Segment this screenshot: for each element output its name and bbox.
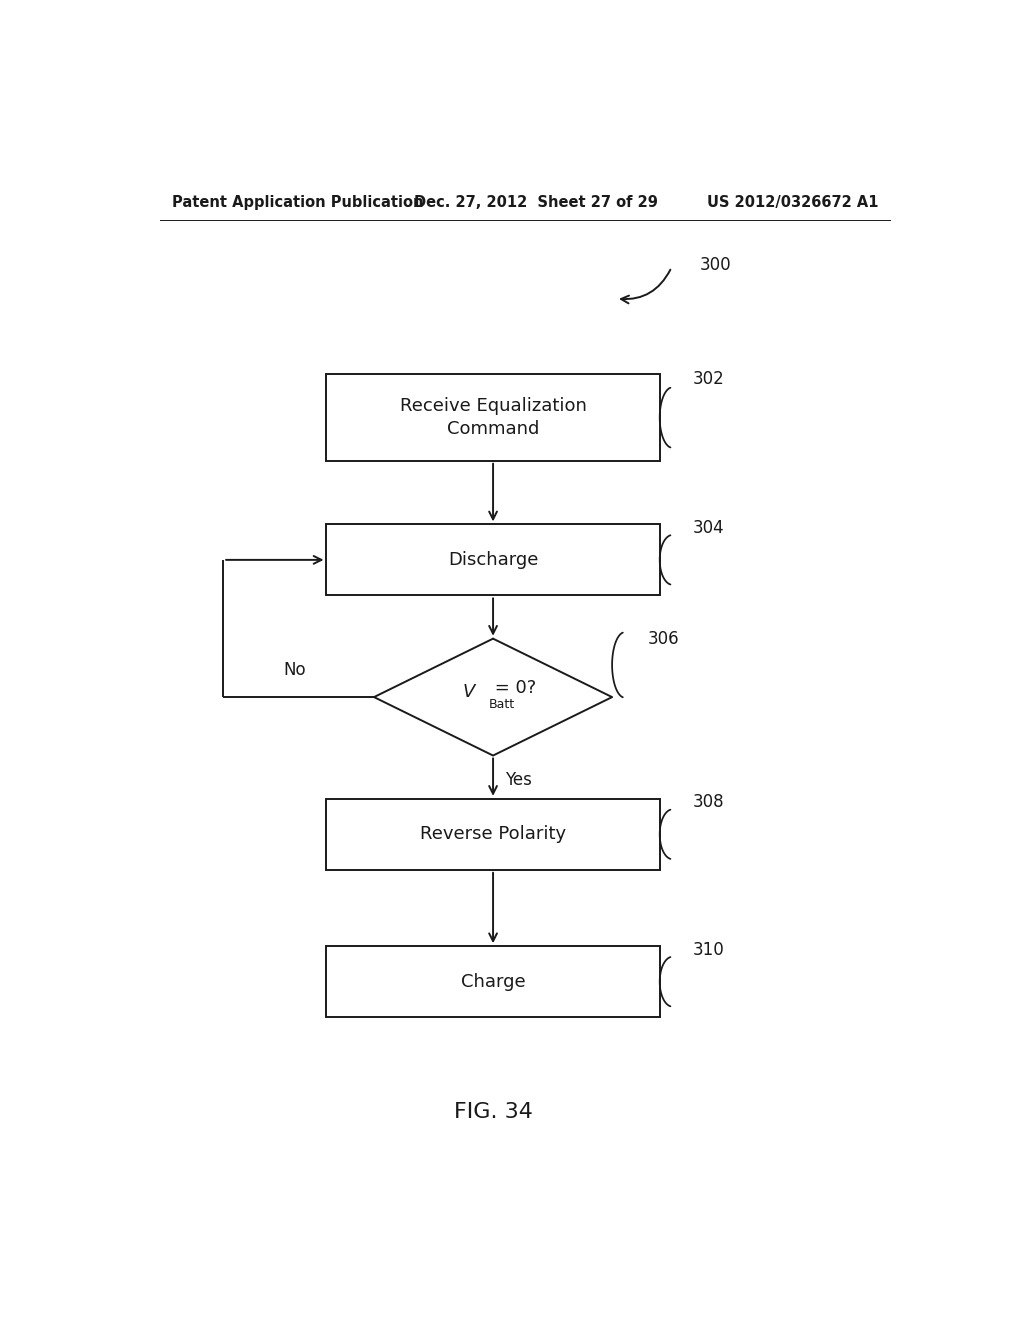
Text: FIG. 34: FIG. 34 bbox=[454, 1102, 532, 1122]
Text: 304: 304 bbox=[693, 519, 725, 537]
FancyArrowPatch shape bbox=[621, 269, 671, 304]
Text: Charge: Charge bbox=[461, 973, 525, 991]
Text: V: V bbox=[463, 682, 475, 701]
Bar bbox=[327, 946, 659, 1018]
Text: Batt: Batt bbox=[489, 698, 515, 710]
Text: Receive Equalization
Command: Receive Equalization Command bbox=[399, 397, 587, 438]
Text: 300: 300 bbox=[699, 256, 731, 275]
Text: No: No bbox=[284, 661, 306, 678]
Text: Yes: Yes bbox=[505, 771, 531, 789]
Text: 302: 302 bbox=[693, 370, 725, 388]
Text: Reverse Polarity: Reverse Polarity bbox=[420, 825, 566, 843]
Text: Patent Application Publication: Patent Application Publication bbox=[172, 194, 423, 210]
Text: 310: 310 bbox=[693, 941, 725, 958]
Text: Discharge: Discharge bbox=[447, 550, 539, 569]
Bar bbox=[327, 375, 659, 461]
Text: US 2012/0326672 A1: US 2012/0326672 A1 bbox=[708, 194, 879, 210]
Text: 308: 308 bbox=[693, 793, 725, 812]
Text: 306: 306 bbox=[648, 630, 680, 648]
Text: Dec. 27, 2012  Sheet 27 of 29: Dec. 27, 2012 Sheet 27 of 29 bbox=[414, 194, 657, 210]
Text: = 0?: = 0? bbox=[489, 678, 537, 697]
Bar bbox=[327, 524, 659, 595]
Bar bbox=[327, 799, 659, 870]
